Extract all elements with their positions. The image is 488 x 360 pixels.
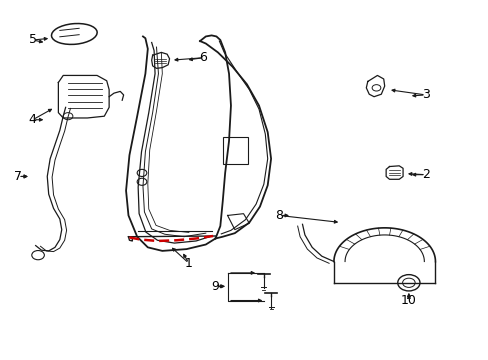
Text: 6: 6 [199,51,207,64]
Text: 3: 3 [421,89,429,102]
Text: 10: 10 [400,294,416,307]
Text: 2: 2 [421,168,429,181]
Text: 1: 1 [184,257,192,270]
Text: 9: 9 [211,280,219,293]
Bar [223,138,247,164]
Text: 7: 7 [14,170,22,183]
Text: 8: 8 [275,209,283,222]
Text: 5: 5 [29,33,37,46]
Text: 4: 4 [29,113,37,126]
